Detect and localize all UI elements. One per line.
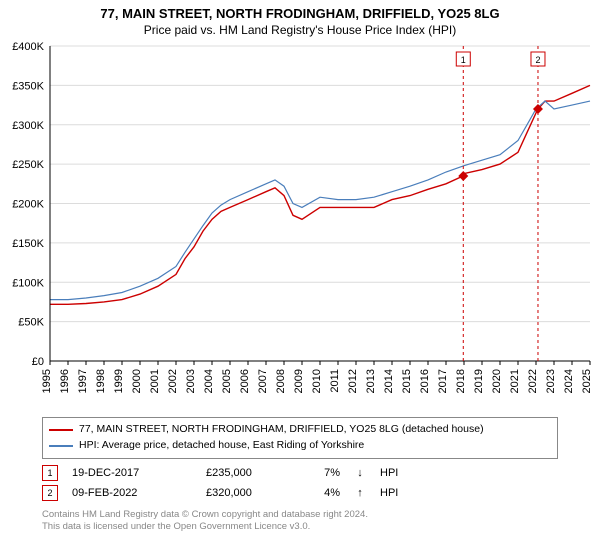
svg-text:2019: 2019 [473, 369, 485, 393]
svg-text:£100K: £100K [12, 277, 44, 289]
svg-text:2021: 2021 [509, 369, 521, 393]
svg-text:2018: 2018 [455, 369, 467, 393]
svg-text:2010: 2010 [311, 369, 323, 393]
tx-row-2: 2 09-FEB-2022 £320,000 4% ↑ HPI [42, 483, 558, 503]
legend-label-1: 77, MAIN STREET, NORTH FRODINGHAM, DRIFF… [79, 422, 484, 438]
tx-pct-2: 4% [300, 487, 340, 499]
arrow-down-icon: ↓ [354, 467, 366, 479]
arrow-up-icon: ↑ [354, 487, 366, 499]
svg-text:2007: 2007 [257, 369, 269, 393]
tx-vs-1: HPI [380, 467, 398, 479]
svg-text:2: 2 [535, 55, 540, 65]
svg-text:£400K: £400K [12, 41, 44, 53]
svg-text:£50K: £50K [18, 317, 44, 329]
svg-text:2003: 2003 [185, 369, 197, 393]
svg-text:1995: 1995 [41, 369, 53, 393]
svg-text:2017: 2017 [437, 369, 449, 393]
svg-text:2016: 2016 [419, 369, 431, 393]
svg-text:2013: 2013 [365, 369, 377, 393]
footer-attribution: Contains HM Land Registry data © Crown c… [42, 509, 558, 535]
chart-area: £0 £50K £100K £150K £200K £250K £300K £350K £400… [0, 41, 600, 411]
tx-price-1: £235,000 [206, 467, 286, 479]
svg-text:2001: 2001 [149, 369, 161, 393]
svg-text:2020: 2020 [491, 369, 503, 393]
line-chart-svg: £0 £50K £100K £150K £200K £250K £300K £350K £400… [0, 41, 600, 411]
legend-swatch-2 [49, 445, 73, 447]
svg-text:1997: 1997 [77, 369, 89, 393]
svg-text:£0: £0 [32, 356, 44, 368]
svg-text:1996: 1996 [59, 369, 71, 393]
svg-text:2005: 2005 [221, 369, 233, 393]
tx-date-1: 19-DEC-2017 [72, 467, 192, 479]
svg-text:2025: 2025 [581, 369, 593, 393]
svg-text:2002: 2002 [167, 369, 179, 393]
svg-text:2008: 2008 [275, 369, 287, 393]
svg-text:2004: 2004 [203, 369, 215, 393]
chart-subtitle: Price paid vs. HM Land Registry's House … [0, 21, 600, 41]
legend-row-2: HPI: Average price, detached house, East… [49, 438, 551, 454]
svg-text:2024: 2024 [563, 369, 575, 393]
svg-text:2009: 2009 [293, 369, 305, 393]
svg-text:2011: 2011 [329, 369, 341, 393]
svg-text:£250K: £250K [12, 159, 44, 171]
legend-row-1: 77, MAIN STREET, NORTH FRODINGHAM, DRIFF… [49, 422, 551, 438]
svg-text:£150K: £150K [12, 238, 44, 250]
svg-text:1998: 1998 [95, 369, 107, 393]
svg-text:2023: 2023 [545, 369, 557, 393]
svg-text:£200K: £200K [12, 199, 44, 211]
svg-text:2022: 2022 [527, 369, 539, 393]
legend-box: 77, MAIN STREET, NORTH FRODINGHAM, DRIFF… [42, 417, 558, 459]
svg-text:2000: 2000 [131, 369, 143, 393]
legend-swatch-1 [49, 429, 73, 431]
svg-text:2015: 2015 [401, 369, 413, 393]
svg-text:2006: 2006 [239, 369, 251, 393]
svg-text:2014: 2014 [383, 369, 395, 393]
tx-row-1: 1 19-DEC-2017 £235,000 7% ↓ HPI [42, 463, 558, 483]
footer-line-1: Contains HM Land Registry data © Crown c… [42, 509, 558, 522]
transactions-table: 1 19-DEC-2017 £235,000 7% ↓ HPI 2 09-FEB… [42, 463, 558, 503]
chart-title: 77, MAIN STREET, NORTH FRODINGHAM, DRIFF… [0, 0, 600, 21]
svg-text:2012: 2012 [347, 369, 359, 393]
tx-marker-2: 2 [42, 485, 58, 501]
svg-text:1: 1 [461, 55, 466, 65]
tx-vs-2: HPI [380, 487, 398, 499]
footer-line-2: This data is licensed under the Open Gov… [42, 521, 558, 534]
tx-pct-1: 7% [300, 467, 340, 479]
tx-marker-1: 1 [42, 465, 58, 481]
svg-text:1999: 1999 [113, 369, 125, 393]
svg-text:£300K: £300K [12, 120, 44, 132]
tx-date-2: 09-FEB-2022 [72, 487, 192, 499]
svg-text:£350K: £350K [12, 80, 44, 92]
tx-price-2: £320,000 [206, 487, 286, 499]
legend-label-2: HPI: Average price, detached house, East… [79, 438, 364, 454]
